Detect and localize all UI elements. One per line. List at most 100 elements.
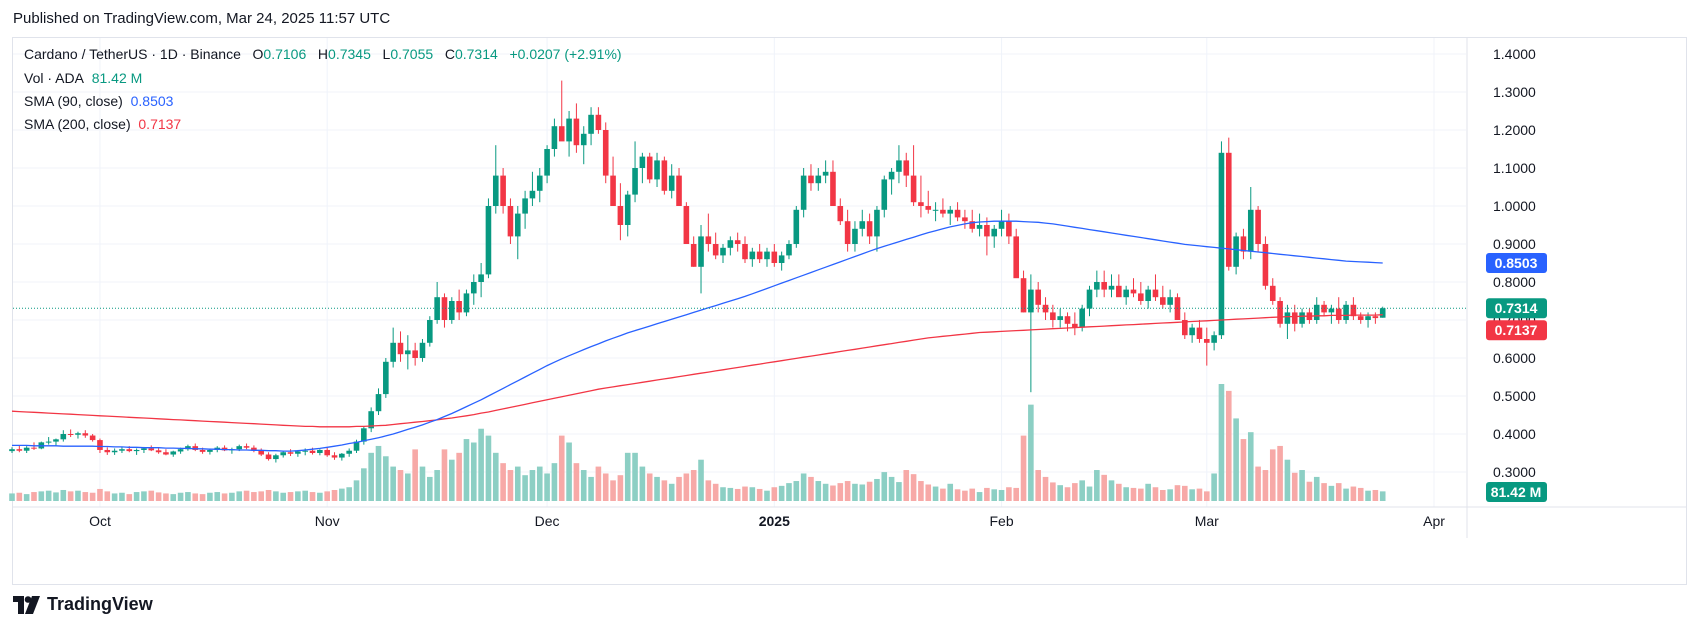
candle-body	[353, 441, 360, 451]
volume-bar	[383, 456, 389, 501]
volume-bar	[1211, 473, 1217, 501]
volume-bar	[375, 445, 382, 501]
volume-bar	[1233, 418, 1239, 501]
volume-bar	[573, 463, 580, 501]
volume-bar	[1006, 487, 1012, 501]
candle-body	[89, 435, 96, 441]
volume-bar	[97, 488, 103, 501]
volume-bar	[566, 442, 572, 501]
candle-body	[273, 455, 279, 460]
sma200-legend: SMA (200, close) 0.7137	[24, 116, 181, 132]
volume-bar	[1057, 485, 1063, 501]
volume-bar	[1130, 487, 1137, 501]
candle-body	[500, 175, 506, 206]
volume-bar	[280, 492, 287, 501]
candle-body	[749, 251, 756, 260]
price-tick-label: 1.2000	[1493, 122, 1536, 138]
candle-body	[786, 244, 792, 256]
volume-bar	[419, 466, 426, 501]
candle-body	[1277, 301, 1283, 324]
candle-body	[155, 450, 162, 453]
volume-bar	[976, 492, 983, 501]
candle-body	[544, 149, 550, 176]
volume-bar	[368, 452, 374, 501]
candle-body	[427, 320, 433, 343]
price-tick-label: 0.4000	[1493, 426, 1536, 442]
volume-bar	[133, 492, 140, 501]
candle-body	[661, 160, 668, 191]
price-tags: 0.8503 0.7314 0.7137 81.42 M	[1486, 253, 1547, 502]
candle-body	[82, 433, 89, 436]
volume-bar	[1101, 474, 1107, 501]
last-price-tag: 0.7314	[1495, 300, 1538, 316]
candle-body	[1152, 289, 1159, 298]
candle-body	[646, 156, 653, 180]
volume-bar	[808, 476, 814, 501]
candle-body	[969, 221, 976, 229]
chart-frame	[12, 37, 1687, 585]
volume-bar	[778, 485, 785, 501]
candle-body	[536, 175, 543, 191]
open-value: 0.7106	[263, 46, 307, 62]
volume-tag: 81.42 M	[1491, 484, 1542, 500]
volume-bar	[177, 492, 184, 501]
candle-body	[1196, 327, 1203, 339]
volume-bar	[427, 476, 433, 501]
candle-body	[984, 225, 990, 237]
volume-bar	[1343, 488, 1349, 501]
volume-bar	[646, 473, 653, 501]
volume-bar	[800, 473, 807, 501]
volume-bar	[1306, 481, 1313, 501]
candle-body	[881, 179, 888, 210]
candle-body	[1013, 236, 1020, 279]
time-tick-label: Apr	[1423, 513, 1445, 529]
volume-bar	[265, 489, 272, 501]
sma200-price-tag-bg	[1486, 320, 1547, 341]
open-label: O	[252, 46, 264, 62]
volume-bar	[712, 483, 719, 501]
volume-bar	[1313, 476, 1320, 501]
candle-body	[1167, 297, 1173, 305]
volume-bar	[617, 475, 624, 501]
volume-bar	[749, 487, 756, 501]
candle-body	[23, 447, 30, 451]
high-value: 0.7345	[328, 46, 371, 62]
volume-bar	[287, 492, 294, 501]
volume-bar	[390, 466, 396, 501]
candle-body	[67, 434, 74, 435]
tradingview-brand[interactable]: TradingView	[13, 594, 153, 615]
volume-bar	[485, 435, 492, 501]
volume-bar	[544, 473, 550, 501]
volume-bar	[991, 489, 998, 501]
candle-body	[236, 446, 243, 450]
candle-body	[1160, 297, 1166, 305]
volume-bar	[500, 463, 506, 501]
volume-bar	[661, 480, 668, 501]
candle-body	[837, 206, 844, 222]
time-tick-label: Mar	[1195, 513, 1219, 529]
candle-body	[119, 449, 125, 451]
price-tick-label: 0.3000	[1493, 464, 1536, 480]
volume-bar	[478, 428, 484, 501]
volume-tag-bg	[1486, 482, 1547, 502]
volume-bar	[67, 491, 74, 501]
candle-body	[1094, 282, 1100, 290]
volume-bar	[317, 492, 323, 501]
candle-body	[419, 342, 426, 358]
volume-bar	[888, 476, 895, 501]
volume-bar	[470, 442, 477, 501]
volume-bar	[82, 492, 89, 501]
candle-body	[734, 240, 741, 244]
volume-bar	[1277, 445, 1283, 501]
candle-body	[1284, 312, 1291, 324]
volume-bar	[551, 463, 558, 501]
volume-bar	[866, 481, 873, 501]
candle-body	[53, 439, 59, 442]
candle-body	[470, 282, 477, 294]
candle-body	[16, 449, 23, 451]
volume-bar	[9, 493, 15, 501]
candle-body	[859, 221, 866, 229]
volume-bar	[31, 492, 37, 501]
candle-body	[31, 447, 37, 449]
